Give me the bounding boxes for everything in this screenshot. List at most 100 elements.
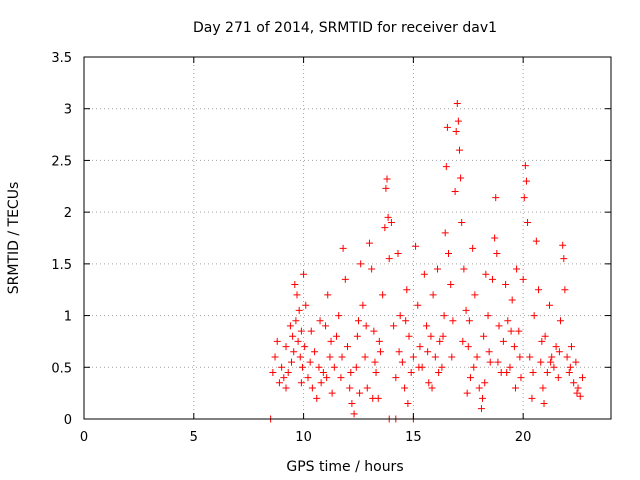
data-point [434,265,442,273]
data-point [449,317,457,325]
data-point [475,384,483,392]
y-tick-label: 2 [64,206,72,221]
data-point [297,379,305,387]
data-point [293,291,301,299]
data-point [495,322,503,330]
data-point [330,363,338,371]
data-point [398,358,406,366]
data-point [284,368,292,376]
data-point [574,384,582,392]
data-point [280,374,288,382]
data-point [363,384,371,392]
y-tick-label: 1.5 [51,258,72,273]
data-point [550,363,558,371]
data-point [479,394,487,402]
data-point [370,327,378,335]
data-point [457,174,465,182]
data-point [543,368,551,376]
data-point [403,286,411,294]
data-point [482,270,490,278]
data-point [451,187,459,195]
data-point [407,368,415,376]
x-tick-label: 5 [190,430,198,445]
data-point [546,301,554,309]
data-point [471,291,479,299]
data-point [540,399,548,407]
data-point [292,317,300,325]
data-point [466,374,474,382]
data-point [442,163,450,171]
data-point [477,405,485,413]
data-point [524,218,532,226]
data-point [427,332,435,340]
data-point [311,348,319,356]
data-point [473,353,481,361]
x-tick-label: 20 [515,430,532,445]
data-point [316,317,324,325]
data-point [392,374,400,382]
data-point [298,363,306,371]
data-point [460,265,468,273]
data-point [491,234,499,242]
data-point [385,255,393,263]
chart-title: Day 271 of 2014, SRMTID for receiver dav… [193,20,497,36]
data-point [455,146,463,154]
data-point [552,343,560,351]
data-point [338,353,346,361]
data-point [573,389,581,397]
data-point [517,374,525,382]
data-point [333,332,341,340]
data-point [324,291,332,299]
data-point [322,322,330,330]
data-point [289,332,297,340]
data-point [510,343,518,351]
data-point [555,348,563,356]
data-point [438,363,446,371]
data-point [288,358,296,366]
data-point [453,100,461,108]
x-tick-label: 10 [295,430,312,445]
data-point [269,368,277,376]
data-point [301,343,309,351]
data-point [528,394,536,402]
data-point [535,286,543,294]
data-point [359,301,367,309]
data-point [492,194,500,202]
data-point [282,384,290,392]
data-point [431,353,439,361]
data-point [356,389,364,397]
data-point [420,270,428,278]
data-point [278,363,286,371]
gridlines [84,57,611,419]
data-point [485,348,493,356]
y-tick-label: 3.5 [51,51,72,66]
data-point [344,343,351,351]
data-point [405,332,413,340]
data-point [354,317,362,325]
x-tick-label: 0 [80,430,88,445]
data-point [327,337,335,345]
data-point [290,348,298,356]
data-point [302,301,310,309]
data-point [390,322,398,330]
data-point [317,379,325,387]
data-point [548,353,556,361]
data-point [428,384,436,392]
data-point [547,358,555,366]
y-tick-label: 0 [64,413,72,428]
data-point [424,348,432,356]
data-point [286,322,294,330]
data-point [401,384,409,392]
data-point [304,374,312,382]
data-point [530,312,538,320]
data-point [396,312,404,320]
data-point [488,275,496,283]
data-point [383,175,391,183]
data-point [459,337,467,345]
data-point [507,327,515,335]
data-point [499,337,507,345]
data-point [352,363,360,371]
data-point [481,379,489,387]
data-point [559,241,567,249]
data-point [511,384,519,392]
